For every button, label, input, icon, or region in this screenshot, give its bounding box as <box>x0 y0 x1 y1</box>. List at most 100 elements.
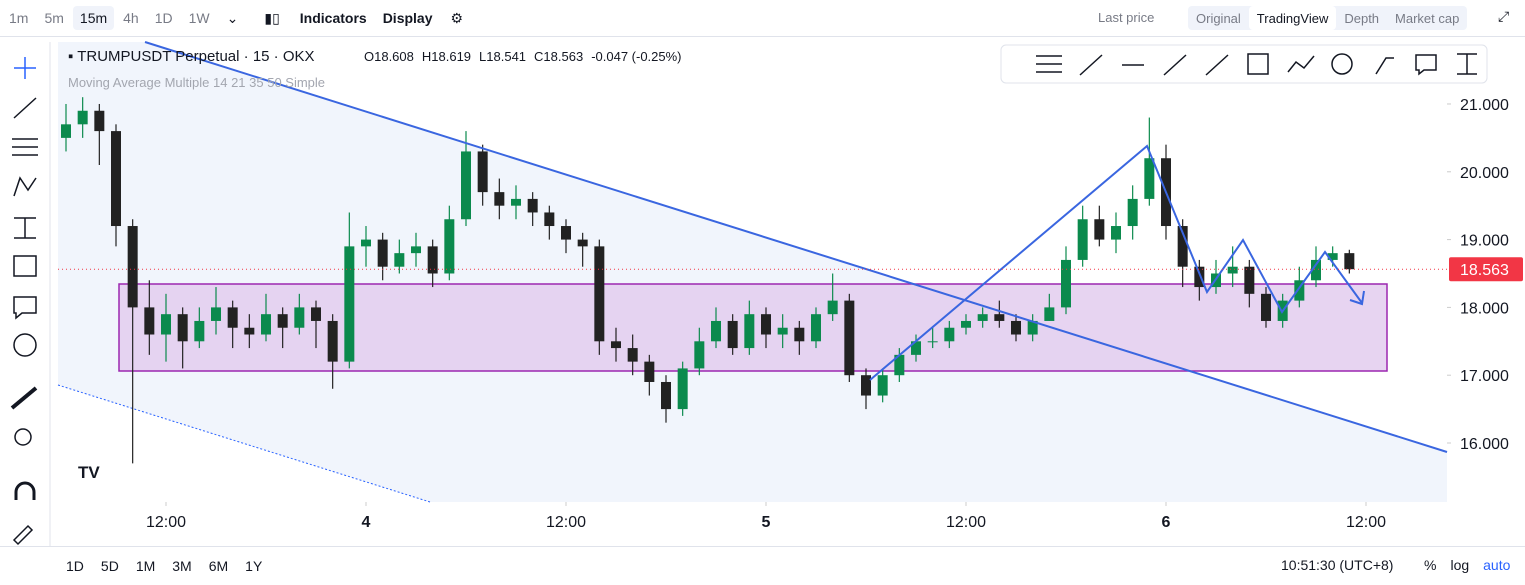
candle-body <box>1311 259 1321 281</box>
chart-type-icon[interactable]: ▮▯ <box>264 9 280 26</box>
candle-body <box>544 212 555 227</box>
view-button[interactable]: Original <box>1196 11 1241 26</box>
candle-body <box>927 341 938 343</box>
candle-body <box>277 314 288 328</box>
interval-button[interactable]: 15m <box>72 6 115 30</box>
magnet-icon[interactable] <box>14 481 36 500</box>
candle-body <box>77 110 88 125</box>
range-button[interactable]: 3M <box>172 558 192 574</box>
scale-option[interactable]: log <box>1450 557 1470 573</box>
tool-icon[interactable] <box>1457 53 1477 75</box>
candle-body <box>1177 226 1188 267</box>
tool-icon[interactable] <box>1079 54 1103 76</box>
ohlc-row: O18.608 H18.619 L18.541 C18.563 -0.047 (-0.2… <box>364 49 682 64</box>
measure-icon[interactable] <box>14 217 36 239</box>
candle-body <box>694 341 705 369</box>
candle-body <box>1094 219 1105 240</box>
candle-body <box>427 246 438 274</box>
candle-body <box>1044 307 1055 321</box>
candle-body <box>294 307 305 328</box>
range-button[interactable]: 5D <box>100 558 119 574</box>
interval-button[interactable]: 1m <box>9 10 29 26</box>
text-icon[interactable] <box>13 296 37 320</box>
ohlc-value: L18.541 <box>479 49 526 64</box>
candle-body <box>727 320 738 349</box>
indicators-button[interactable]: Indicators <box>299 10 367 26</box>
candle-body <box>311 307 321 321</box>
tool-icon[interactable] <box>1415 54 1437 76</box>
candle-body <box>811 314 821 342</box>
settings-icon[interactable]: ⚙ <box>450 9 464 26</box>
tool-icon[interactable] <box>1331 53 1353 75</box>
emoji-icon[interactable] <box>13 333 37 357</box>
y-tick-label: 20.000 <box>1460 165 1509 182</box>
scale-option[interactable]: % <box>1424 557 1437 573</box>
x-tick-label: 12:00 <box>546 514 586 531</box>
scale-option[interactable]: auto <box>1483 557 1511 573</box>
candle-body <box>1077 219 1088 260</box>
path-drawing[interactable] <box>869 144 1363 381</box>
candle-body <box>1144 158 1155 199</box>
interval-button[interactable]: 1D <box>154 10 173 26</box>
pattern-icon[interactable] <box>13 176 37 197</box>
candle-body <box>1294 280 1305 301</box>
indicator-name: Moving Average Multiple 14 21 35 50 Simp… <box>68 75 325 90</box>
candle-body <box>227 307 238 328</box>
y-tick-label: 18.000 <box>1460 300 1509 317</box>
interval-button[interactable]: 1W <box>188 10 210 26</box>
interval-group: 1m 5m 15m 4h 1D 1W <box>0 6 217 30</box>
display-button[interactable]: Display <box>382 10 433 26</box>
logo: TV <box>78 463 100 482</box>
candle-body <box>327 320 338 362</box>
zoom-icon[interactable] <box>14 428 32 446</box>
last-price-tag <box>1449 257 1523 282</box>
drawing-toolbar <box>1000 44 1488 84</box>
crosshair-icon[interactable] <box>14 57 36 79</box>
candle-body <box>794 327 805 342</box>
candle-body <box>527 198 538 213</box>
ruler-icon[interactable] <box>10 386 38 410</box>
change: -0.047 (-0.25%) <box>591 49 681 64</box>
candle-body <box>1061 259 1071 308</box>
tool-icon[interactable] <box>1287 55 1315 73</box>
tool-icon[interactable] <box>1205 54 1229 76</box>
range-button[interactable]: 1Y <box>245 558 263 574</box>
view-button[interactable]: TradingView <box>1248 6 1337 30</box>
y-tick-label: 19.000 <box>1460 233 1509 250</box>
x-tick-label: 12:00 <box>946 514 986 531</box>
candle-body <box>444 219 455 274</box>
price-source[interactable]: Last price <box>1098 10 1155 25</box>
range-button[interactable]: 1M <box>135 558 156 574</box>
interval-button[interactable]: 5m <box>44 10 64 26</box>
candle-body <box>944 327 955 342</box>
range-button[interactable]: 6M <box>208 558 229 574</box>
candle-body <box>161 314 171 335</box>
candle-body <box>261 314 271 335</box>
tool-icon[interactable] <box>1375 57 1394 75</box>
view-button[interactable]: Market cap <box>1395 11 1460 26</box>
interval-button[interactable]: 4h <box>123 10 139 26</box>
range-group: 1D 5D 1M 3M 6M 1Y <box>66 558 279 574</box>
x-tick-label: 4 <box>362 514 371 531</box>
range-button[interactable]: 1D <box>66 558 84 574</box>
trend-line[interactable] <box>144 41 1448 453</box>
shape-icon[interactable] <box>13 255 37 277</box>
fullscreen-icon[interactable]: ⤢ <box>1498 8 1510 24</box>
candle-body <box>661 381 671 410</box>
candle-body <box>111 131 121 227</box>
candle-body <box>977 314 988 321</box>
tool-icon[interactable] <box>1247 53 1269 75</box>
dropdown[interactable]: ⌄ <box>226 9 239 26</box>
candle-body <box>711 320 721 342</box>
x-tick-label: 12:00 <box>1346 514 1386 531</box>
candle-body <box>361 239 371 247</box>
ohlc-value: C18.563 <box>534 49 583 64</box>
fib-icon[interactable] <box>12 138 38 156</box>
candle-body <box>144 307 155 335</box>
tool-icon[interactable] <box>1163 54 1187 76</box>
trendline-icon[interactable] <box>13 97 37 119</box>
lock-draw-icon[interactable] <box>12 524 34 546</box>
tool-icon[interactable] <box>1036 55 1062 73</box>
candle-body <box>844 300 855 376</box>
view-button[interactable]: Depth <box>1344 11 1380 26</box>
